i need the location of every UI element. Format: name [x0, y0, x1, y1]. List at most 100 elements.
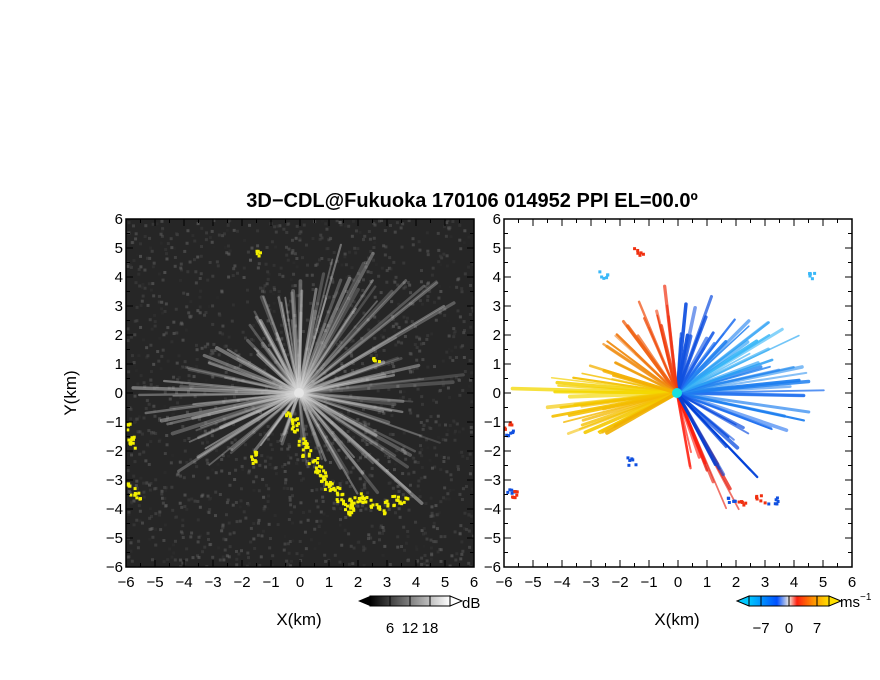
noise-pixel	[135, 305, 139, 309]
strong-echo-pixel	[328, 483, 332, 487]
noise-pixel	[281, 314, 285, 318]
noise-pixel	[383, 498, 387, 502]
noise-pixel	[215, 260, 219, 264]
noise-pixel	[402, 431, 406, 435]
noise-pixel	[273, 288, 277, 292]
echo-ray	[280, 391, 301, 446]
noise-pixel	[191, 385, 195, 389]
velocity-pixel	[727, 496, 731, 500]
noise-pixel	[126, 339, 130, 343]
noise-pixel	[170, 485, 174, 489]
noise-pixel	[189, 535, 193, 539]
strong-echo-pixel	[363, 496, 367, 500]
velocity-pixel	[810, 277, 814, 281]
noise-pixel	[310, 458, 314, 462]
velocity-ray	[675, 340, 750, 395]
noise-pixel	[133, 418, 137, 422]
noise-pixel	[251, 405, 255, 409]
noise-pixel	[245, 288, 249, 292]
noise-pixel	[298, 364, 302, 368]
noise-pixel	[338, 484, 342, 488]
strong-echo-pixel	[365, 495, 369, 499]
noise-pixel	[265, 245, 269, 249]
noise-pixel	[377, 320, 381, 324]
noise-pixel	[311, 288, 315, 292]
noise-pixel	[443, 423, 447, 427]
noise-pixel	[346, 385, 350, 389]
noise-pixel	[421, 358, 425, 362]
noise-pixel	[263, 505, 267, 509]
noise-pixel	[394, 479, 398, 483]
noise-pixel	[344, 263, 348, 267]
reflectivity-ticks	[125, 218, 475, 568]
echo-ray	[297, 251, 375, 395]
noise-pixel	[250, 403, 254, 407]
noise-pixel	[225, 554, 229, 558]
noise-pixel	[272, 286, 276, 290]
noise-pixel	[179, 565, 183, 567]
strong-echo-pixel	[361, 495, 365, 499]
noise-pixel	[278, 273, 282, 277]
noise-pixel	[260, 289, 264, 293]
noise-pixel	[340, 413, 344, 417]
noise-pixel	[408, 368, 412, 372]
noise-pixel	[175, 391, 179, 395]
velocity-pixel	[631, 458, 635, 462]
noise-pixel	[148, 256, 152, 260]
noise-pixel	[442, 252, 446, 256]
noise-pixel	[443, 307, 447, 311]
noise-pixel	[330, 485, 334, 489]
noise-pixel	[244, 407, 248, 411]
noise-pixel	[342, 441, 346, 445]
strong-echo-pixel	[255, 249, 259, 253]
noise-pixel	[471, 487, 474, 491]
noise-pixel	[298, 471, 302, 475]
noise-pixel	[312, 465, 316, 469]
noise-pixel	[276, 379, 280, 383]
noise-pixel	[343, 255, 347, 259]
noise-pixel	[166, 242, 170, 246]
noise-pixel	[416, 484, 420, 488]
noise-pixel	[274, 230, 278, 234]
noise-pixel	[340, 362, 344, 366]
noise-pixel	[223, 345, 227, 349]
noise-pixel	[135, 486, 139, 490]
noise-pixel	[418, 495, 422, 499]
noise-pixel	[312, 403, 316, 407]
echo-ray	[297, 391, 404, 414]
noise-pixel	[206, 537, 210, 541]
noise-pixel	[291, 249, 295, 253]
echo-ray	[253, 310, 301, 395]
noise-pixel	[218, 493, 222, 497]
noise-pixel	[191, 234, 195, 238]
noise-pixel	[289, 278, 293, 282]
noise-pixel	[442, 460, 446, 464]
noise-pixel	[393, 329, 397, 333]
noise-pixel	[352, 419, 356, 423]
noise-pixel	[339, 340, 343, 344]
noise-pixel	[395, 322, 399, 326]
noise-pixel	[130, 354, 134, 358]
noise-pixel	[236, 271, 240, 275]
noise-pixel	[153, 409, 157, 413]
noise-pixel	[326, 247, 330, 251]
noise-pixel	[265, 392, 269, 396]
noise-pixel	[136, 546, 140, 550]
echo-ray	[204, 392, 300, 450]
noise-pixel	[303, 427, 307, 431]
noise-pixel	[382, 244, 386, 248]
noise-pixel	[442, 496, 446, 500]
noise-pixel	[211, 351, 215, 355]
strong-echo-pixel	[254, 460, 258, 464]
noise-pixel	[411, 243, 415, 247]
noise-pixel	[295, 265, 299, 269]
strong-echo-pixel	[307, 454, 311, 458]
noise-pixel	[267, 304, 271, 308]
noise-pixel	[173, 264, 177, 268]
noise-pixel	[419, 342, 423, 346]
noise-pixel	[439, 548, 443, 552]
noise-pixel	[252, 376, 256, 380]
noise-pixel	[437, 248, 441, 252]
noise-pixel	[420, 402, 424, 406]
noise-pixel	[272, 309, 276, 313]
